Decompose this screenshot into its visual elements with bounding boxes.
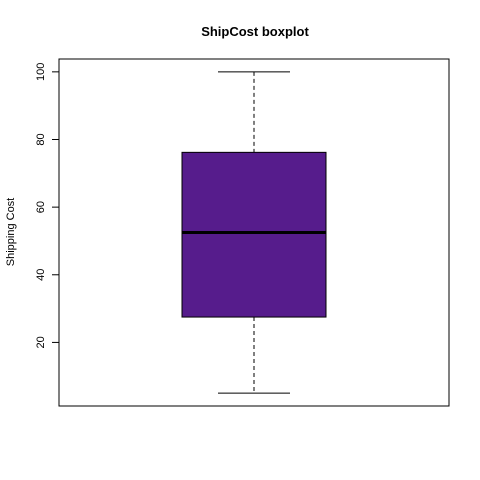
boxplot	[181, 71, 327, 394]
y-tick-label: 40	[35, 269, 47, 281]
y-tick-label: 20	[35, 336, 47, 348]
chart-title: ShipCost boxplot	[201, 24, 309, 39]
y-ticks: 20 40 60 80 100	[35, 63, 59, 349]
iqr-box	[181, 151, 327, 318]
y-tick-label: 100	[35, 63, 47, 81]
y-tick-label: 80	[35, 133, 47, 145]
y-axis-label: Shipping Cost	[5, 198, 17, 267]
y-tick-label: 60	[35, 201, 47, 213]
